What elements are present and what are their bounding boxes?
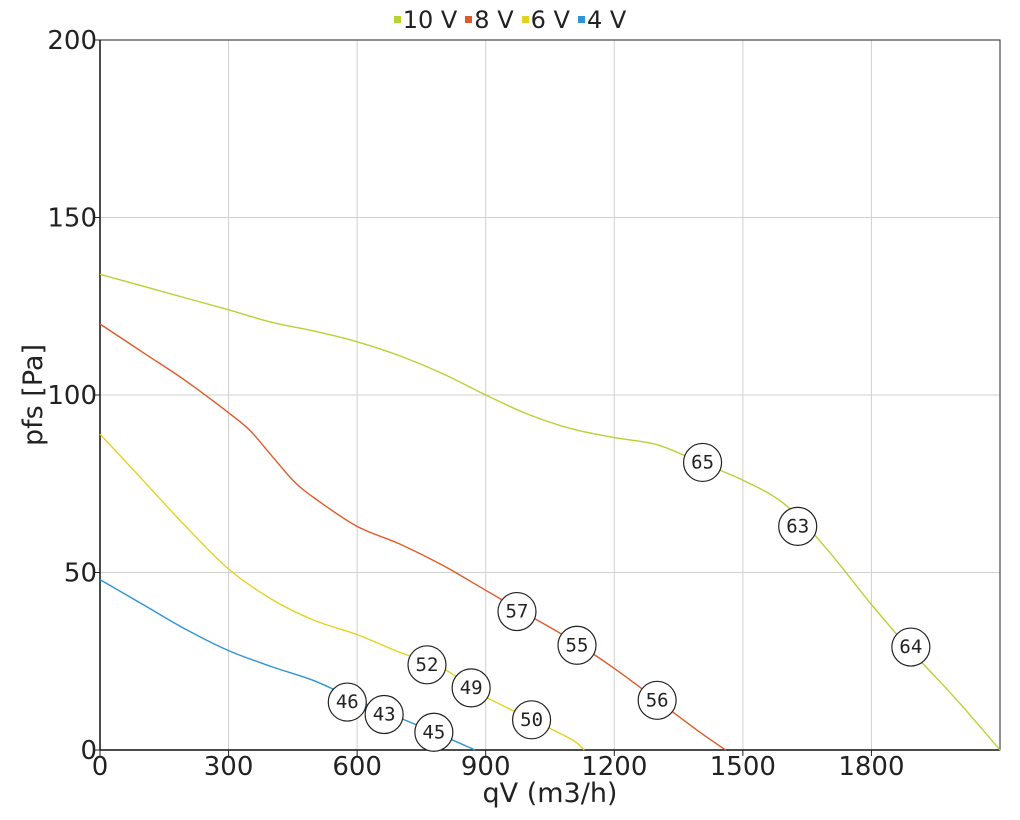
y-tick-label: 50: [64, 559, 97, 589]
series-line-8v: [99, 323, 727, 751]
annotation-bubble: 55: [557, 625, 597, 665]
annotation-circle: [891, 627, 931, 667]
annotation-circle: [637, 680, 677, 720]
x-tick-label: 300: [204, 752, 254, 782]
annotation-circle: [778, 506, 818, 546]
x-tick-label: 1800: [838, 752, 904, 782]
annotation-bubble: 64: [891, 627, 931, 667]
annotation-circle: [682, 442, 723, 483]
annotation-label: 64: [899, 636, 922, 658]
series-line-10v: [99, 273, 1001, 751]
legend-item: 10 V: [393, 6, 458, 34]
y-tick-label: 200: [47, 26, 97, 56]
annotation-circle: [327, 682, 367, 722]
legend-label: 4 V: [586, 6, 627, 34]
x-axis-title: qV (m3/h): [483, 778, 618, 809]
annotation-label: 52: [416, 654, 439, 676]
annotation-label: 63: [786, 515, 809, 537]
legend-swatch: [521, 15, 529, 23]
legend-item: 8 V: [465, 6, 514, 34]
legend-item: 4 V: [577, 6, 627, 34]
annotation-label: 55: [566, 634, 589, 656]
annotation-label: 49: [460, 677, 483, 699]
annotation-label: 56: [646, 689, 669, 711]
annotation-bubble: 43: [364, 694, 404, 735]
annotation-circle: [497, 591, 537, 632]
annotation-bubble: 56: [637, 680, 677, 720]
annotation-label: 50: [520, 709, 543, 731]
annotation-bubble: 57: [497, 591, 537, 632]
annotation-label: 46: [336, 691, 359, 713]
annotation-bubble: 49: [451, 668, 491, 708]
annotation-circle: [414, 712, 454, 752]
x-tick-label: 1500: [710, 752, 776, 782]
annotation-bubble: 65: [682, 442, 723, 483]
annotation-bubble: 50: [511, 700, 552, 740]
legend-swatch: [577, 15, 585, 23]
annotation-circle: [557, 625, 597, 665]
x-tick-label: 900: [461, 752, 511, 782]
annotation-label: 65: [691, 451, 714, 473]
annotation-label: 43: [373, 704, 396, 726]
annotation-label: 57: [506, 601, 529, 623]
y-tick-label: 100: [47, 381, 97, 411]
annotation-bubble: 63: [778, 506, 818, 546]
legend: 10 V 8 V 6 V 4 V: [0, 6, 1020, 34]
y-tick-label: 0: [80, 736, 97, 766]
legend-swatch: [465, 15, 473, 23]
legend-label: 10 V: [402, 6, 458, 34]
annotation-circle: [451, 668, 491, 708]
x-tick-label: 600: [332, 752, 382, 782]
y-tick-label: 150: [47, 204, 97, 234]
annotation-bubble: 52: [407, 645, 447, 685]
annotation-bubble: 45: [414, 712, 454, 752]
legend-swatch: [393, 15, 401, 23]
annotation-circle: [407, 645, 447, 685]
x-tick-label: 1200: [581, 752, 647, 782]
annotation-circle: [511, 700, 552, 740]
y-axis-title: pfs [Pa]: [18, 344, 49, 446]
annotation-label: 45: [422, 721, 445, 743]
legend-item: 6 V: [521, 6, 570, 34]
annotation-bubble: 46: [327, 682, 367, 722]
grid: [99, 39, 1000, 751]
x-tick-label: 0: [92, 752, 109, 782]
legend-label: 6 V: [530, 6, 570, 34]
annotation-circle: [364, 694, 404, 735]
legend-label: 8 V: [474, 6, 514, 34]
